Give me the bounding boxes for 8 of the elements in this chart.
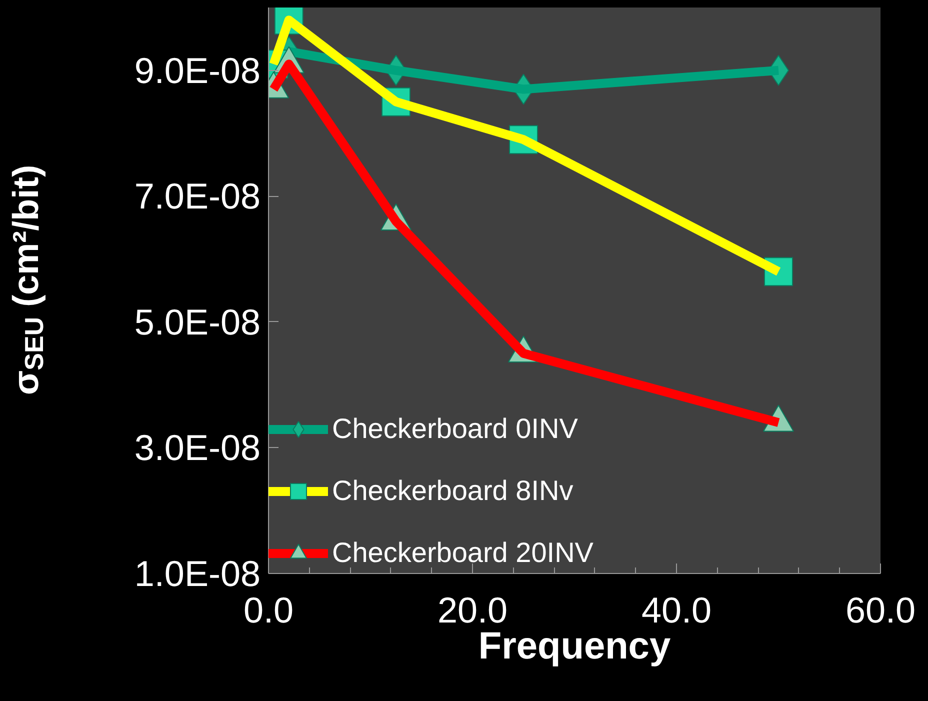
- y-tick-label: 9.0E-08: [134, 50, 261, 91]
- y-tick-label: 7.0E-08: [134, 176, 261, 217]
- y-tick-label: 5.0E-08: [134, 301, 261, 342]
- x-tick-label: 60.0: [845, 590, 916, 630]
- legend-label: Checkerboard 0INV: [332, 413, 578, 445]
- legend-label: Checkerboard 8INv: [332, 475, 574, 507]
- legend-label: Checkerboard 20INV: [332, 537, 594, 569]
- y-tick-label: 3.0E-08: [134, 427, 261, 468]
